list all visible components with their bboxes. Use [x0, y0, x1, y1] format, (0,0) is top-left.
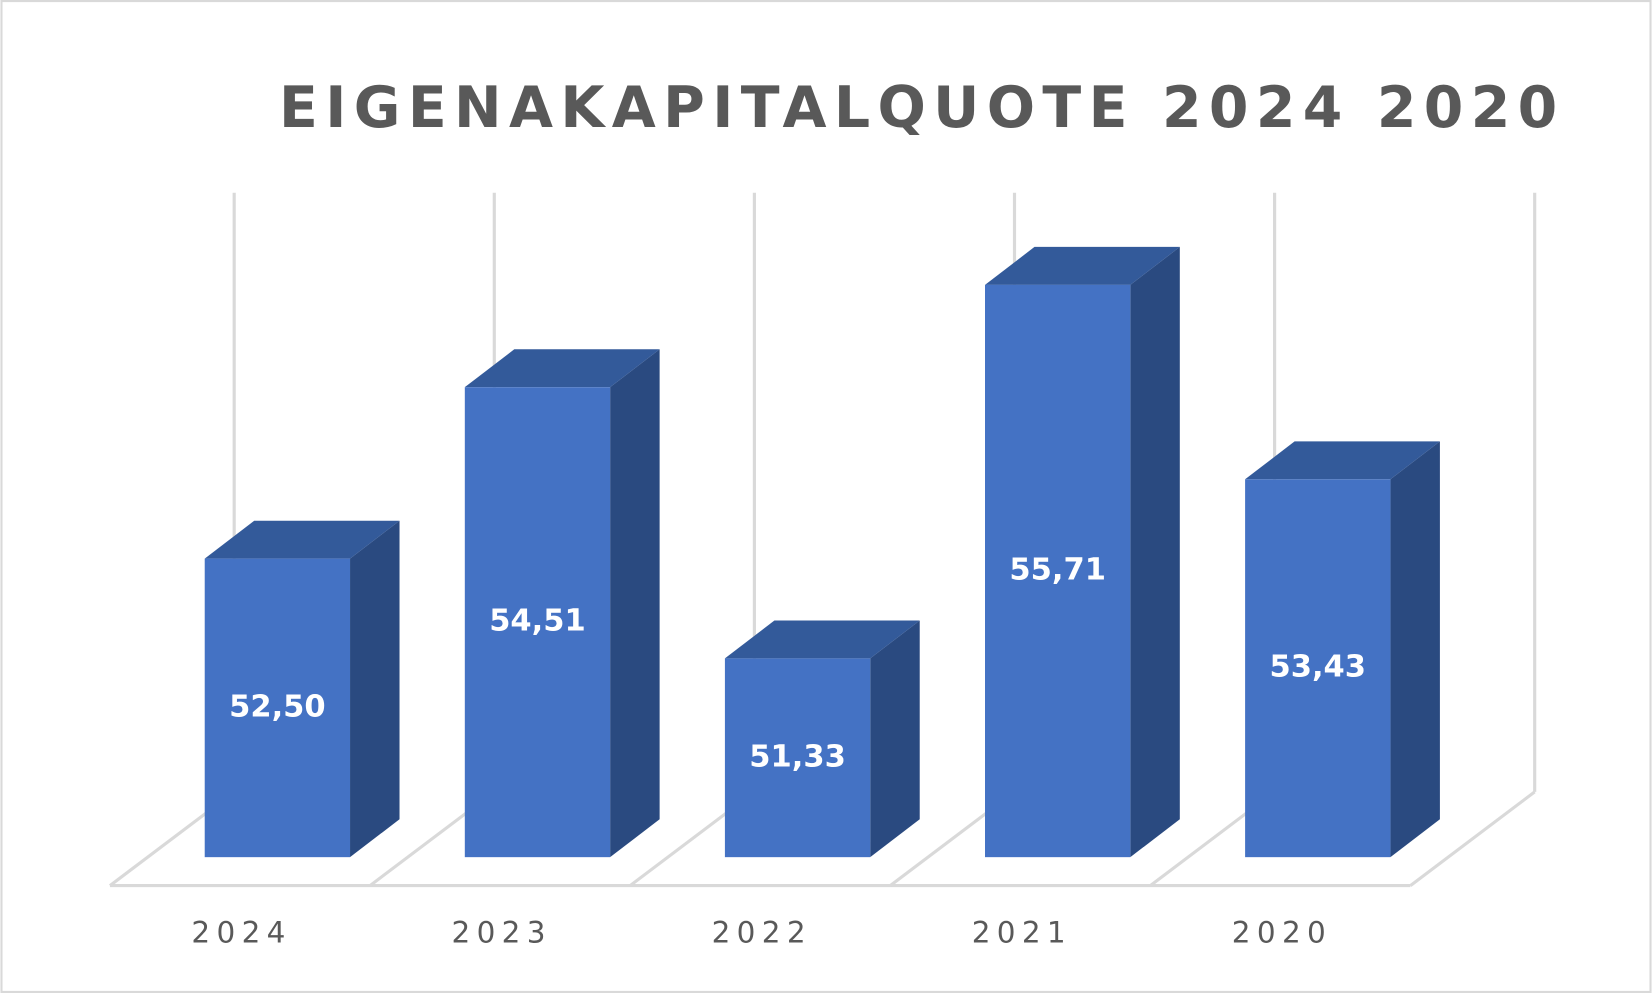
value-label: 54,51: [489, 604, 586, 639]
bar-top: [204, 520, 400, 559]
x-tick-label: 2023: [452, 916, 552, 950]
floor-divider: [1409, 790, 1536, 887]
bar: [985, 284, 1131, 858]
bar-side: [870, 620, 920, 858]
bar-top: [985, 246, 1180, 285]
bar-side: [350, 520, 400, 858]
value-label: 51,33: [749, 739, 846, 774]
bar: [724, 658, 871, 858]
value-label: 53,43: [1269, 650, 1366, 685]
value-label: 52,50: [229, 689, 326, 724]
x-tick-label: 2021: [972, 916, 1072, 950]
chart-title: EIGENAKAPITALQUOTE 2024 2020: [279, 75, 1565, 141]
bar-top: [1245, 441, 1440, 480]
bars: 52,50 54,51 51,33 55,71 53,43: [204, 246, 1440, 858]
bar-top: [464, 349, 660, 388]
value-label: 55,71: [1009, 552, 1106, 587]
bar-side: [610, 349, 660, 858]
x-tick-label: 2024: [191, 916, 291, 950]
bar-top: [724, 620, 920, 659]
bar-side: [1130, 246, 1180, 858]
bar: [204, 558, 351, 858]
bar: [464, 387, 611, 858]
bar-side: [1390, 441, 1440, 858]
x-tick-label: 2020: [1232, 916, 1332, 950]
x-tick-label: 2022: [712, 916, 812, 950]
bar: [1245, 479, 1391, 858]
